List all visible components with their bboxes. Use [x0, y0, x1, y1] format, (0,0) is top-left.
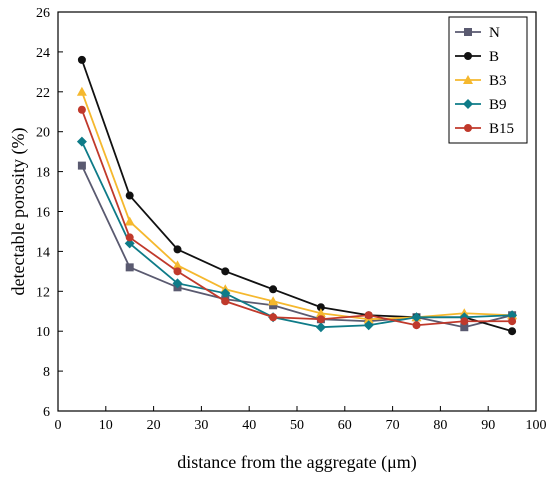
series-line-b9: [81, 141, 513, 329]
data-point-b9: [124, 238, 135, 249]
x-tick-label: 80: [433, 418, 447, 433]
data-point-b: [508, 327, 517, 336]
data-point-b15: [364, 311, 373, 320]
data-point-b9: [220, 288, 231, 299]
data-point-n: [125, 263, 134, 272]
data-point-b15: [173, 267, 182, 276]
series-b15: [77, 105, 517, 330]
data-point-b15: [316, 315, 325, 324]
data-point-b: [125, 191, 134, 200]
series-layer: [76, 55, 518, 336]
data-point-n: [460, 323, 469, 332]
legend-label-b3: B3: [489, 73, 507, 89]
data-point-b15: [508, 317, 517, 326]
data-point-b: [221, 267, 230, 276]
series-line-n: [81, 165, 513, 329]
y-axis-title: detectable porosity (%): [8, 128, 29, 296]
data-point-b: [316, 303, 325, 312]
data-point-b9: [172, 278, 183, 289]
data-point-b3: [315, 308, 326, 318]
y-tick-label: 6: [43, 405, 50, 420]
data-point-b15: [460, 317, 469, 326]
y-tick-label: 14: [36, 245, 50, 260]
legend-label-n: N: [489, 25, 500, 41]
legend-marker-b: [464, 52, 472, 60]
data-point-b9: [363, 320, 374, 331]
y-tick-label: 10: [36, 325, 50, 340]
series-line-b: [81, 59, 513, 333]
data-point-b3: [124, 216, 135, 226]
x-tick-label: 70: [386, 418, 400, 433]
y-tick-label: 16: [36, 206, 50, 221]
data-point-b15: [269, 313, 278, 322]
data-point-b9: [315, 322, 326, 333]
data-point-b15: [125, 233, 134, 242]
data-point-b15: [221, 297, 230, 306]
x-tick-label: 100: [526, 418, 547, 433]
series-line-b15: [81, 109, 513, 327]
legend-marker-b3: [463, 75, 473, 84]
y-tick-label: 22: [36, 86, 50, 101]
x-tick-label: 30: [194, 418, 208, 433]
data-point-b3: [76, 86, 87, 96]
legend-marker-b9: [463, 99, 473, 109]
data-point-b3: [268, 296, 279, 306]
data-point-b3: [172, 260, 183, 270]
x-tick-label: 60: [338, 418, 352, 433]
legend-label-b9: B9: [489, 97, 507, 113]
x-tick-label: 10: [99, 418, 113, 433]
legend-label-b: B: [489, 49, 499, 65]
x-tick-label: 50: [290, 418, 304, 433]
y-tick-label: 8: [43, 365, 50, 380]
data-point-b: [269, 285, 278, 294]
legend-marker-n: [464, 28, 472, 36]
data-point-b9: [76, 136, 87, 147]
data-point-b: [173, 245, 182, 254]
series-line-b3: [81, 91, 513, 321]
data-point-b9: [411, 312, 422, 323]
x-axis-title: distance from the aggregate (μm): [177, 452, 417, 473]
y-tick-label: 18: [36, 166, 50, 181]
data-point-b9: [507, 310, 518, 321]
data-point-b15: [412, 321, 421, 330]
legend: NB B3 B9 B15: [448, 16, 528, 144]
data-point-b: [77, 55, 86, 64]
y-tick-label: 20: [36, 126, 50, 141]
data-point-n: [77, 161, 86, 170]
data-point-b15: [77, 105, 86, 114]
x-tick-label: 20: [147, 418, 161, 433]
y-tick-label: 12: [36, 285, 50, 300]
legend-label-b15: B15: [489, 121, 514, 137]
x-tick-label: 90: [481, 418, 495, 433]
legend-marker-b15: [464, 124, 472, 132]
x-tick-label: 0: [55, 418, 62, 433]
x-tick-label: 40: [242, 418, 256, 433]
y-tick-label: 26: [36, 6, 50, 21]
axes-layer: 0 10 20 30 40 50 60 70 80 90 100 6 8 10 12 14 16 18 20 22 24…: [36, 6, 547, 433]
y-tick-label: 24: [36, 46, 50, 61]
